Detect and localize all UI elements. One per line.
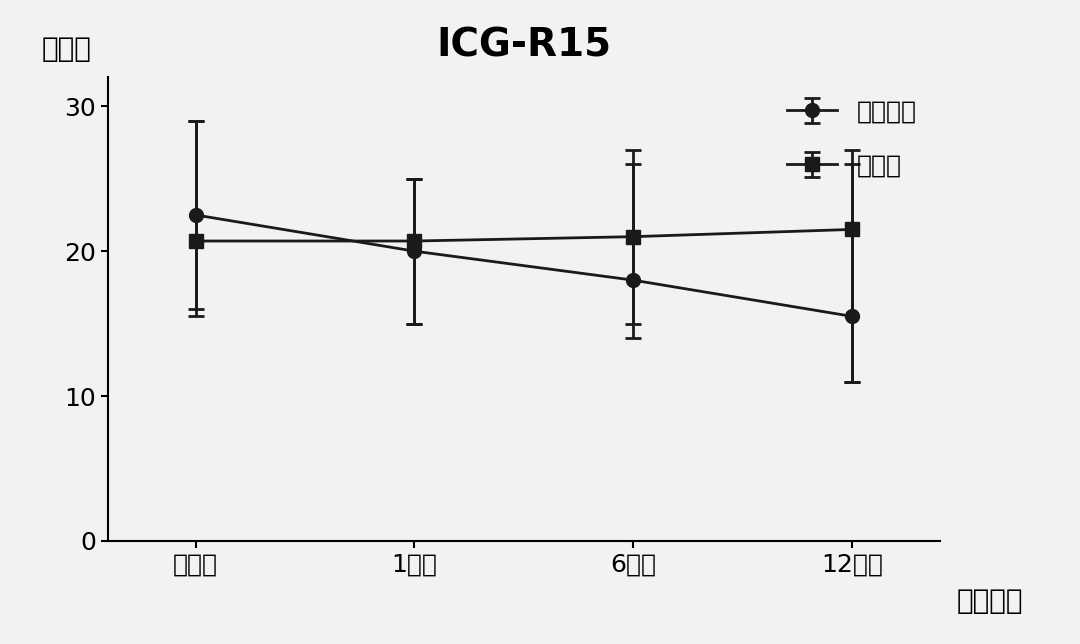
Text: 治疗时间: 治疗时间 [956, 587, 1023, 615]
Text: 百分比: 百分比 [41, 35, 92, 63]
Legend: 干细胞组, 对照组: 干细胞组, 对照组 [778, 90, 927, 188]
Title: ICG-R15: ICG-R15 [436, 26, 611, 64]
